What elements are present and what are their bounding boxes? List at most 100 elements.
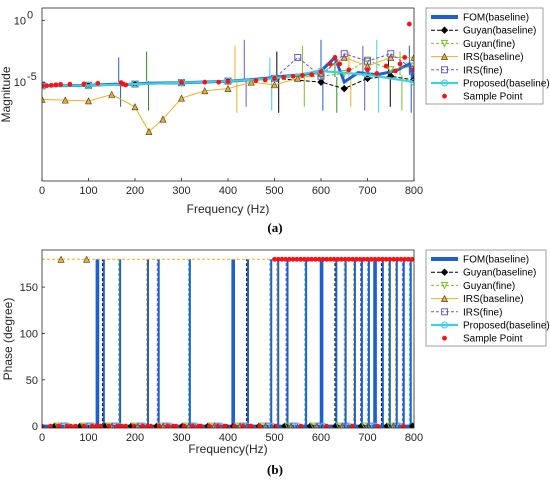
sample-point-180 <box>290 256 296 262</box>
a-legend-label: IRS(baseline) <box>463 52 524 63</box>
sample-point-0 <box>81 423 87 428</box>
series-marker-a <box>81 81 87 87</box>
series-marker-a <box>406 21 412 27</box>
panel-caption-a: (a) <box>267 220 282 235</box>
sample-point-0 <box>140 423 145 428</box>
series-marker-a <box>262 77 268 83</box>
a-legend-marker <box>440 39 449 48</box>
sample-point-180 <box>275 256 281 262</box>
sample-point-180 <box>298 256 303 262</box>
sample-point-0 <box>73 423 78 428</box>
series-marker-a <box>58 82 63 87</box>
phase-marker <box>214 422 222 428</box>
x-tick-label-a: 0 <box>39 185 45 197</box>
sample-point-0 <box>198 423 204 428</box>
series-marker-a <box>67 81 73 87</box>
series-marker-a <box>309 72 315 78</box>
sample-point-180 <box>342 256 348 262</box>
series-marker-a <box>224 77 232 85</box>
a-legend-label: FOM(baseline) <box>463 13 529 24</box>
sample-point-180 <box>376 256 382 262</box>
series-line-a <box>42 56 414 133</box>
series-marker-a <box>48 82 54 88</box>
series-marker-a <box>179 79 184 85</box>
series-marker-a <box>145 127 153 135</box>
series-marker-a <box>337 61 342 67</box>
series-marker-a <box>411 67 414 73</box>
b-legend-marker <box>440 268 449 276</box>
series-marker-a <box>364 57 371 65</box>
a-legend-label: Sample Point <box>463 92 523 103</box>
b-legend-label: IRS(fine) <box>463 307 502 318</box>
sample-point-0 <box>173 423 179 428</box>
series-marker-a <box>131 80 139 88</box>
a-legend-marker <box>441 66 448 74</box>
sample-point-180 <box>379 256 385 262</box>
series-marker-a <box>42 95 46 103</box>
series-marker-a <box>131 103 139 111</box>
sample-point-180 <box>335 256 341 262</box>
phase-marker <box>188 422 196 428</box>
phase-marker <box>83 255 91 263</box>
y-axis-label-b: Phase (degree) <box>1 298 15 381</box>
series-marker-a <box>225 79 231 85</box>
y-axis-label-a: Magnitude <box>0 66 13 122</box>
phase-marker <box>94 423 99 428</box>
phase-marker <box>367 422 375 428</box>
series-marker-a <box>61 96 69 104</box>
x-tick-label-b: 500 <box>265 432 283 444</box>
a-legend-label: Guyan(baseline) <box>463 26 536 37</box>
sample-point-180 <box>368 256 374 262</box>
series-marker-a <box>42 83 45 89</box>
phase-marker <box>408 422 414 428</box>
series-marker-a <box>178 79 185 87</box>
series-marker-a <box>247 78 255 86</box>
sample-point-180 <box>361 256 367 262</box>
series-marker-a <box>123 82 129 88</box>
phase-marker <box>316 422 324 428</box>
series-marker-a <box>386 66 395 74</box>
series-marker-a <box>178 94 185 102</box>
sample-point-0 <box>223 423 229 428</box>
x-tick-label-b: 100 <box>79 432 97 444</box>
series-marker-a <box>340 84 348 93</box>
b-legend-marker <box>441 308 448 316</box>
y-tick-label-b: 0 <box>32 421 38 433</box>
sample-point-0 <box>240 423 246 428</box>
series-marker-a <box>300 73 305 78</box>
phase-marker <box>298 423 304 428</box>
sample-point-0 <box>257 423 263 428</box>
sample-point-0 <box>89 423 95 428</box>
sample-point-180 <box>313 256 318 262</box>
b-legend-marker <box>441 321 448 329</box>
phase-marker <box>265 422 273 428</box>
x-tick-label-b: 700 <box>358 432 376 444</box>
phase-marker <box>375 423 381 428</box>
b-legend-label: Sample Point <box>463 334 523 345</box>
series-marker-a <box>374 71 380 76</box>
x-tick-label-b: 600 <box>312 432 330 444</box>
series-marker-a <box>281 74 287 80</box>
series-marker-a <box>410 66 414 74</box>
b-legend-marker <box>441 294 448 302</box>
series-marker-a <box>410 62 414 71</box>
x-tick-label-a: 200 <box>126 185 144 197</box>
b-legend-marker <box>440 281 449 290</box>
series-marker-a <box>290 73 296 79</box>
plot-area-a <box>42 8 414 181</box>
series-marker-a <box>271 81 278 89</box>
phase-marker <box>332 422 340 428</box>
x-tick-label-a: 600 <box>312 185 330 197</box>
phase-marker <box>281 422 289 428</box>
series-marker-a <box>318 69 324 75</box>
sample-point-180 <box>406 256 411 262</box>
sample-point-180 <box>372 256 378 262</box>
series-marker-a <box>53 82 59 88</box>
a-legend-marker <box>440 26 449 34</box>
b-legend-label: Guyan(baseline) <box>463 268 536 279</box>
sample-point-180 <box>309 256 315 262</box>
series-marker-a <box>387 50 395 58</box>
a-legend-label: IRS(fine) <box>463 65 502 76</box>
phase-marker <box>68 423 74 428</box>
